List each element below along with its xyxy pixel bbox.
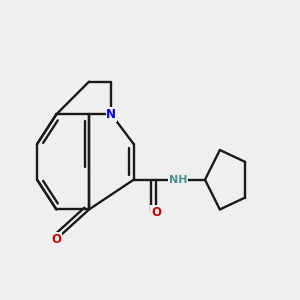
Text: O: O [51, 233, 62, 246]
Text: NH: NH [169, 175, 188, 185]
Text: N: N [106, 108, 116, 121]
Text: O: O [151, 206, 161, 219]
